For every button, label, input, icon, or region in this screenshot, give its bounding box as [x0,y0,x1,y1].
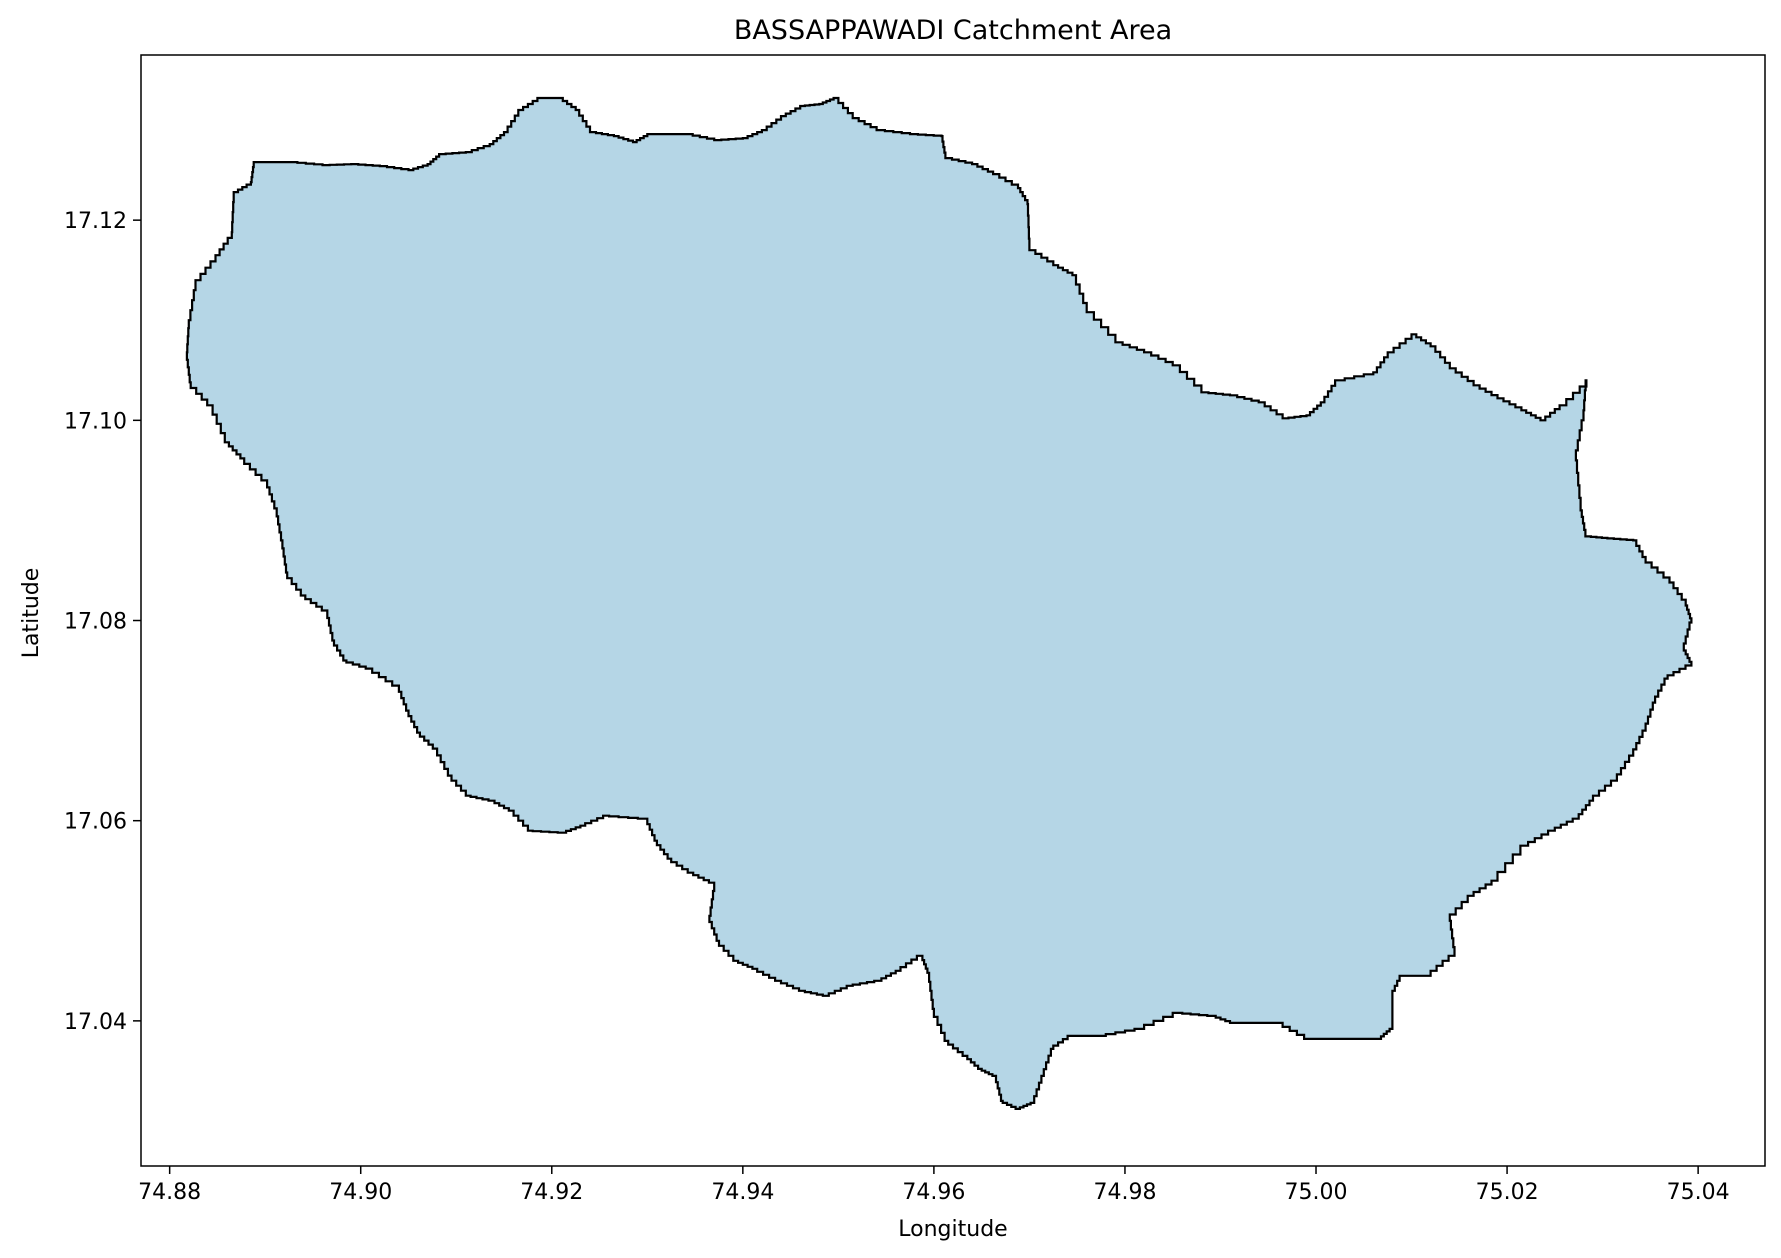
y-axis: 17.04 17.06 17.08 17.10 17.12 [64,209,141,1035]
plot-frame [140,54,1766,1167]
x-tick-label: 74.92 [520,1180,583,1205]
x-tick-label: 74.88 [138,1180,201,1205]
x-tick-label: 75.04 [1667,1180,1730,1205]
plot-area [140,54,1766,1167]
x-tick-label: 75.00 [1285,1180,1348,1205]
y-tick-label: 17.06 [64,810,127,835]
y-tick-label: 17.08 [64,610,127,635]
x-tick-label: 74.98 [1093,1180,1156,1205]
x-tick-label: 74.90 [329,1180,392,1205]
y-tick-label: 17.04 [64,1010,127,1035]
y-tick-label: 17.10 [64,409,127,434]
y-axis-label: Latitude [19,568,44,659]
x-tick-label: 74.96 [902,1180,965,1205]
x-axis-label: Longitude [898,1217,1007,1242]
x-tick-label: 75.02 [1476,1180,1539,1205]
y-tick-label: 17.12 [64,209,127,234]
catchment-polygon [185,96,1693,1110]
x-axis: 74.88 74.90 74.92 74.94 74.96 74.98 75.00 75.02… [138,1166,1730,1205]
x-tick-label: 74.94 [711,1180,774,1205]
chart-title: BASSAPPAWADI Catchment Area [734,15,1172,46]
